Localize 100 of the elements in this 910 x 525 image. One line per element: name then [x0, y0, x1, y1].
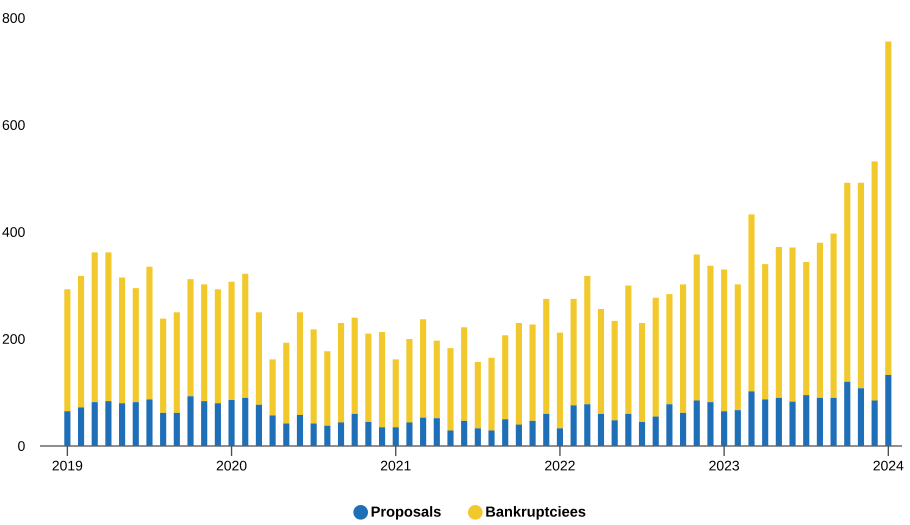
bar	[803, 262, 810, 396]
bar	[270, 416, 276, 446]
bar	[119, 403, 126, 446]
bar	[310, 424, 317, 446]
bar	[543, 298, 550, 414]
y-tick-label: 400	[2, 227, 25, 237]
bar	[146, 399, 153, 446]
bar	[461, 327, 468, 421]
bar	[885, 374, 892, 446]
bar	[570, 405, 577, 446]
x-tick-label: 2024	[874, 460, 904, 471]
bar	[488, 430, 495, 446]
bar	[734, 410, 741, 446]
bar	[543, 414, 550, 446]
bar	[789, 402, 796, 446]
bar	[296, 414, 304, 446]
bar	[324, 426, 330, 446]
bar	[392, 427, 399, 446]
bar	[694, 254, 700, 401]
bar	[187, 279, 194, 396]
bar	[830, 234, 837, 398]
bar	[310, 329, 317, 424]
bar	[160, 412, 166, 446]
bar	[844, 182, 850, 382]
bar	[556, 428, 564, 446]
bar	[529, 420, 536, 446]
bar	[556, 332, 564, 428]
bar	[474, 362, 481, 428]
bar	[625, 286, 632, 414]
bar	[803, 395, 810, 446]
bar	[612, 320, 618, 420]
bar	[625, 414, 632, 446]
bar	[270, 359, 276, 416]
bar	[502, 335, 508, 420]
bar	[666, 404, 672, 446]
bar	[707, 266, 714, 402]
bar	[748, 391, 755, 446]
bar	[256, 312, 262, 405]
bar	[132, 288, 139, 402]
bar	[78, 407, 84, 446]
bar	[885, 42, 892, 375]
bar	[816, 398, 823, 446]
bar	[461, 420, 468, 446]
bar	[420, 418, 426, 446]
bar	[830, 398, 837, 446]
bar	[378, 332, 386, 428]
bar	[119, 277, 126, 404]
bar	[776, 246, 782, 398]
bar	[789, 248, 796, 402]
bar	[721, 269, 728, 412]
bar	[420, 319, 426, 418]
bar	[64, 411, 70, 446]
bar	[434, 340, 440, 418]
bar	[694, 400, 700, 446]
bar	[228, 400, 235, 446]
bar	[92, 252, 98, 402]
bar	[762, 264, 768, 400]
bar	[174, 412, 180, 446]
bar	[652, 298, 659, 417]
bar	[201, 401, 208, 446]
bar	[598, 309, 604, 414]
bar	[584, 404, 590, 446]
bar	[283, 424, 290, 446]
bar	[92, 402, 98, 446]
bar	[762, 399, 768, 446]
bar	[680, 284, 686, 413]
bar	[816, 242, 823, 398]
bar	[228, 282, 235, 400]
bar	[858, 388, 864, 446]
bar	[734, 284, 741, 410]
bar	[160, 318, 166, 413]
bar	[338, 322, 344, 422]
x-tick-label: 2020	[216, 460, 247, 471]
bar	[570, 298, 577, 406]
bar	[434, 418, 440, 446]
bar	[516, 424, 522, 446]
bar	[529, 324, 536, 421]
bar	[392, 359, 399, 428]
bar	[214, 403, 221, 446]
bar	[447, 430, 454, 446]
bar	[338, 422, 344, 446]
bar	[105, 252, 112, 402]
bar	[78, 276, 84, 408]
legend-label: Bankruptciees	[486, 506, 586, 520]
bar	[680, 412, 686, 446]
bar	[187, 396, 194, 446]
bar	[296, 312, 304, 415]
x-tick-label: 2023	[709, 460, 740, 471]
bar	[406, 422, 413, 446]
x-tick-label: 2022	[545, 460, 575, 471]
bar	[201, 284, 208, 402]
bar	[283, 342, 290, 424]
bar	[352, 414, 358, 446]
bar	[242, 274, 248, 398]
bar	[872, 400, 878, 446]
bar	[652, 416, 659, 446]
bar	[502, 419, 508, 446]
bar	[378, 427, 386, 446]
bar	[584, 276, 590, 404]
bar	[474, 428, 481, 446]
